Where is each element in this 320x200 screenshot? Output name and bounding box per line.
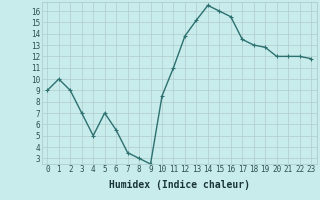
X-axis label: Humidex (Indice chaleur): Humidex (Indice chaleur) [109, 180, 250, 190]
